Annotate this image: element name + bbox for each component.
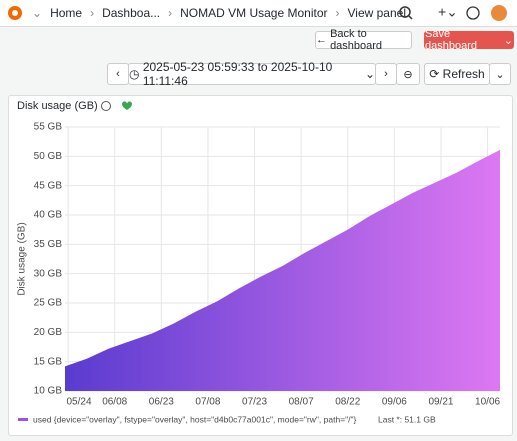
legend-label: used {device="overlay", fstype="overlay"… [33, 414, 357, 424]
x-tick-label: 10/06 [475, 397, 500, 408]
breadcrumb[interactable]: Dashboa... [102, 6, 161, 20]
y-tick-label: 50 GB [34, 151, 63, 162]
x-tick-label: 05/24 [66, 397, 91, 408]
y-tick-label: 15 GB [34, 356, 63, 367]
chevron[interactable]: ⌄ [32, 6, 43, 20]
y-tick-label: 35 GB [34, 239, 63, 250]
x-tick-label: 07/08 [195, 397, 220, 408]
save-label: Save dashboard [425, 28, 477, 52]
x-tick-label: 07/23 [242, 397, 267, 408]
y-axis-label: Disk usage (GB) [17, 222, 28, 295]
zoom-out[interactable]: ⊖ [396, 63, 420, 85]
help-icon[interactable] [466, 6, 480, 20]
x-tick-label: 08/07 [289, 397, 314, 408]
x-tick-label: 06/23 [149, 397, 174, 408]
back-button[interactable]: ← Back to dashboard [315, 28, 412, 52]
y-tick-label: 25 GB [34, 298, 63, 309]
separator: › [168, 6, 173, 20]
panel-title: Disk usage (GB) [17, 100, 98, 112]
x-tick-label: 06/08 [102, 397, 127, 408]
breadcrumb[interactable]: NOMAD VM Usage Monitor [180, 6, 328, 20]
top-bar: ⌄ Home › Dashboa... › NOMAD VM Usage Monit… [0, 0, 517, 27]
refresh-button[interactable]: ⟳ Refresh [424, 63, 490, 85]
legend-swatch [18, 418, 28, 421]
y-tick-label: 20 GB [34, 327, 63, 338]
add-icon[interactable]: +⌄ [438, 4, 458, 20]
logo[interactable] [6, 4, 24, 22]
breadcrumb: View panel [347, 6, 407, 20]
time-range-text: 2025-05-23 05:59:33 to 2025-10-10 11:11:… [142, 60, 333, 88]
y-tick-label: 30 GB [34, 268, 63, 279]
y-tick-label: 10 GB [34, 386, 63, 397]
area [65, 149, 500, 391]
y-tick-label: 40 GB [34, 210, 63, 221]
back-label: Back to dashboard [330, 28, 383, 52]
x-tick-label: 09/06 [382, 397, 407, 408]
avatar[interactable] [491, 5, 507, 21]
separator: › [335, 6, 340, 20]
refresh-label: Refresh [442, 67, 485, 81]
y-tick-label: 45 GB [34, 180, 63, 191]
legend-stat: Last *: 51.1 GB [378, 414, 436, 424]
breadcrumb[interactable]: Home [50, 6, 83, 20]
y-tick-label: 55 GB [34, 122, 63, 133]
x-tick-label: 08/22 [335, 397, 360, 408]
separator: › [90, 6, 95, 20]
time-range[interactable]: ◷ 2025-05-23 05:59:33 to 2025-10-10 11:1… [128, 60, 376, 88]
x-tick-label: 09/21 [428, 397, 453, 408]
health-icon [122, 101, 132, 110]
info-icon[interactable] [101, 101, 111, 111]
refresh-interval[interactable]: ⌄ [489, 63, 511, 85]
save-button[interactable]: Save dashboard ⌄ [424, 28, 514, 52]
top-icons: +⌄ [399, 4, 507, 21]
search-icon[interactable] [399, 6, 411, 18]
